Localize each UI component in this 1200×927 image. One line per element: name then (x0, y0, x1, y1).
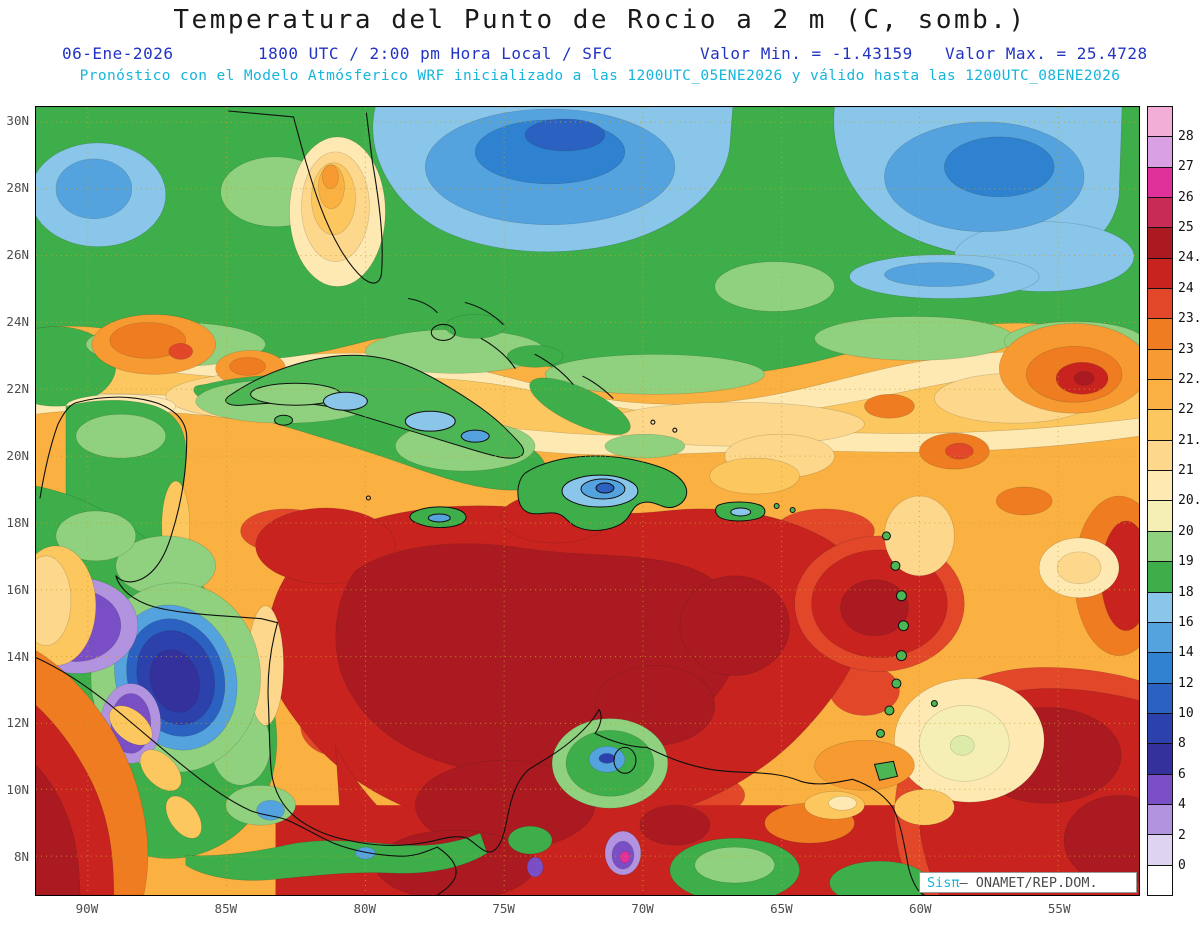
island-fills (225, 354, 938, 781)
colorbar-tick-label: 22.5 (1178, 371, 1200, 387)
lat-tick-label: 10N (6, 782, 29, 798)
lon-tick-label: 90W (75, 901, 99, 916)
colorbar-cell (1148, 198, 1172, 229)
lat-tick-label: 22N (6, 381, 29, 396)
colorbar-tick-label: 23.5 (1178, 311, 1200, 327)
lat-tick-label: 16N (6, 581, 29, 597)
colorbar-tick-label: 6 (1178, 766, 1186, 782)
colorbar-cell (1148, 774, 1172, 805)
colorbar-cell (1148, 137, 1172, 168)
lat-tick-label: 14N (6, 648, 29, 664)
lat-tick-label: 8N (13, 849, 29, 865)
colorbar-tick-label: 21.5 (1178, 432, 1200, 448)
colorbar-tick-label: 2 (1178, 827, 1186, 843)
colorbar-tick-label: 21 (1178, 463, 1194, 478)
colorbar-tick-label: 16 (1178, 614, 1194, 630)
colorbar-cell (1148, 319, 1172, 350)
colorbar-cell (1148, 501, 1172, 532)
colorbar-tick-label: 20 (1178, 523, 1194, 539)
colorbar-cell (1148, 531, 1172, 563)
colorbar-cell (1148, 410, 1172, 441)
colorbar-tick-label: 19 (1178, 554, 1194, 570)
coastlines (36, 110, 925, 895)
colorbar-cell (1148, 258, 1172, 290)
colorbar-cell (1148, 228, 1172, 259)
lon-tick-label: 85W (214, 901, 238, 916)
lon-axis: 90W 85W 80W 75W 70W 65W 60W 55W (18, 901, 1129, 916)
lat-tick-label: 26N (6, 247, 29, 263)
colorbar-cell (1148, 622, 1172, 654)
watermark-credit: — ONAMET/REP.DOM. (959, 874, 1098, 891)
lon-tick-label: 70W (631, 901, 654, 916)
lon-tick-label: 55W (1047, 901, 1071, 916)
colorbar-tick-label: 4 (1178, 797, 1186, 813)
colorbar-tick-label: 22 (1178, 402, 1194, 418)
gridlines (36, 107, 1139, 895)
forecast-time: 1800 UTC / 2:00 pm Hora Local / SFC (258, 44, 613, 63)
colorbar-tick-label: 14 (1178, 645, 1194, 661)
colorbar-cell (1148, 562, 1172, 593)
colorbar-cell (1148, 744, 1172, 775)
colorbar-cell (1148, 289, 1172, 320)
model-info-line: Pronóstico con el Modelo Atmósferico WRF… (79, 68, 1121, 84)
colorbar-tick-label: 26 (1178, 189, 1194, 205)
lat-tick-label: 28N (6, 180, 29, 196)
lat-tick-label: 20N (6, 447, 29, 463)
colorbar-cell (1148, 592, 1172, 623)
lat-tick-label: 24N (6, 314, 29, 330)
colorbar-cell (1148, 471, 1172, 502)
colorbar-tick-label: 10 (1178, 706, 1194, 721)
lat-axis: 30N 28N 26N 24N 22N 20N 18N 16N 14N 12N 10N 8N (0, 88, 32, 891)
lon-tick-label: 80W (353, 901, 377, 916)
lon-tick-label: 65W (770, 901, 793, 916)
colorbar-tick-label: 27 (1178, 159, 1194, 175)
map-svg (36, 107, 1139, 895)
colorbar-cell (1148, 349, 1172, 381)
colorbar-cell (1148, 167, 1172, 199)
colorbar-cell (1148, 713, 1172, 745)
colorbar-cell (1148, 440, 1172, 472)
colorbar-cell (1148, 380, 1172, 411)
colorbar-cell (1148, 653, 1172, 684)
colorbar-cell (1148, 804, 1172, 836)
lon-tick-label: 60W (909, 901, 932, 916)
colorbar-tick-label: 12 (1178, 675, 1194, 691)
colorbar-cell (1148, 683, 1172, 714)
colorbar-cell (1148, 865, 1172, 895)
watermark: Sisπ — ONAMET/REP.DOM. (919, 872, 1137, 893)
colorbar-tick-label: 28 (1178, 128, 1194, 144)
colorbar-tick-label: 8 (1178, 736, 1186, 752)
colorbar-tick-label: 0 (1178, 857, 1186, 873)
forecast-meta-line: 06-Ene-2026 1800 UTC / 2:00 pm Hora Loca… (0, 44, 1200, 64)
colorbar-tick-label: 24 (1178, 280, 1194, 296)
weather-map: Sisπ — ONAMET/REP.DOM. (35, 106, 1140, 896)
watermark-brand-label: Sisπ (927, 874, 960, 891)
page-title: Temperatura del Punto de Rocio a 2 m (C,… (173, 5, 1027, 35)
lat-tick-label: 18N (6, 514, 29, 530)
colorbar-labels: 2827262524.52423.52322.52221.52120.52019… (1178, 121, 1200, 880)
colorbar-tick-label: 24.5 (1178, 250, 1200, 266)
colorbar-tick-label: 20.5 (1178, 493, 1200, 509)
colorbar-cell (1148, 107, 1172, 138)
colorbar-tick-label: 25 (1178, 220, 1194, 235)
colorbar-cell (1148, 835, 1172, 866)
colorbar-tick-label: 18 (1178, 584, 1194, 600)
colorbar (1147, 106, 1173, 896)
lat-tick-label: 12N (6, 715, 29, 731)
lon-tick-label: 75W (492, 901, 515, 916)
forecast-date: 06-Ene-2026 (62, 44, 174, 63)
min-value-label: Valor Min. = -1.43159 (700, 44, 913, 63)
colorbar-tick-label: 23 (1178, 341, 1194, 357)
lat-tick-label: 30N (6, 113, 29, 129)
max-value-label: Valor Max. = 25.4728 (945, 44, 1148, 63)
